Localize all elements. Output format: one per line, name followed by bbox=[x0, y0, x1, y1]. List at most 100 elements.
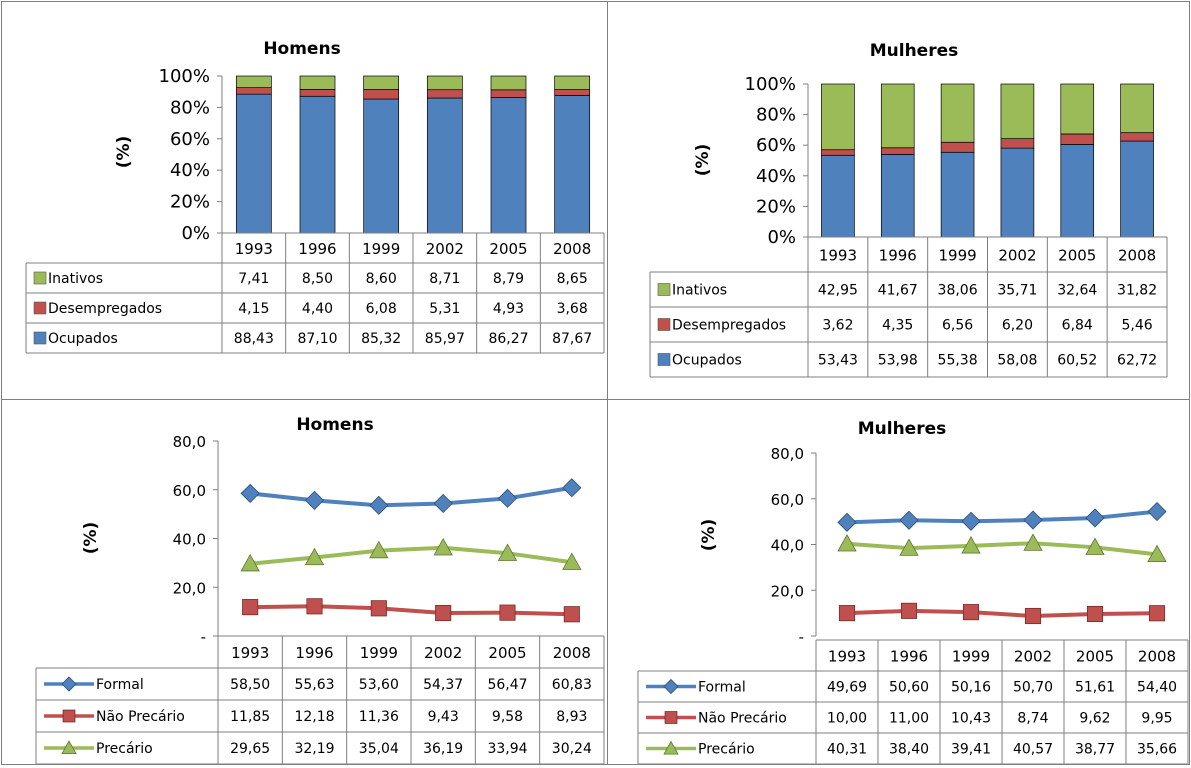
y-axis-label: (%) bbox=[693, 144, 713, 177]
table-cell-value: 55,38 bbox=[938, 353, 978, 369]
data-point-formal bbox=[304, 490, 325, 510]
y-tick-label: 0% bbox=[181, 223, 210, 244]
data-point-nao-precario bbox=[1086, 605, 1104, 623]
table-cell-value: 35,04 bbox=[359, 741, 399, 757]
legend-label-nao-precario: Não Precário bbox=[96, 709, 185, 725]
table-year-label: 2005 bbox=[488, 644, 526, 662]
bar-segment-ocupados bbox=[940, 151, 975, 238]
table-cell-value: 8,50 bbox=[302, 271, 333, 287]
table-cell-value: 9,62 bbox=[1079, 711, 1110, 727]
table-cell-value: 85,97 bbox=[425, 331, 465, 347]
table-cell-value: 5,31 bbox=[429, 301, 460, 317]
series-line-precario bbox=[249, 545, 573, 566]
data-point-formal bbox=[1085, 508, 1105, 528]
data-point-formal bbox=[240, 483, 260, 503]
chart-title: Mulheres bbox=[858, 419, 947, 439]
legend-key-desempregados bbox=[33, 301, 47, 315]
data-point-precario bbox=[1085, 537, 1105, 555]
data-point-precario bbox=[497, 543, 518, 561]
table-cell-value: 54,40 bbox=[1137, 680, 1177, 696]
table-cell-value: 55,63 bbox=[294, 677, 334, 693]
table-cell-value: 49,69 bbox=[827, 680, 867, 696]
bar-segment-desempregados bbox=[880, 147, 915, 155]
legend-key-inativos bbox=[657, 283, 671, 296]
legend-marker-nao-precario bbox=[664, 711, 678, 724]
table-cell-value: 53,60 bbox=[359, 677, 399, 693]
series-nao-precario bbox=[242, 598, 580, 623]
table-cell-value: 4,40 bbox=[302, 301, 333, 317]
legend-label-desempregados: Desempregados bbox=[48, 301, 162, 317]
legend-label-formal: Formal bbox=[96, 677, 144, 693]
table-cell-value: 40,31 bbox=[827, 742, 867, 758]
table-cell-value: 54,37 bbox=[423, 677, 463, 693]
data-point-nao-precario bbox=[900, 602, 918, 619]
bar-segment-inativos bbox=[299, 75, 336, 90]
table-cell-value: 86,27 bbox=[488, 331, 528, 347]
table-cell-value: 58,50 bbox=[230, 677, 270, 693]
data-point-nao-precario bbox=[435, 604, 452, 622]
table-cell-value: 85,32 bbox=[361, 331, 401, 347]
legend-marker-nao-precario bbox=[62, 709, 76, 723]
table-cell-value: 6,20 bbox=[1002, 318, 1033, 334]
data-point-formal bbox=[837, 512, 857, 532]
table-cell-value: 8,65 bbox=[557, 271, 588, 287]
table-cell-value: 5,46 bbox=[1121, 318, 1152, 334]
series-formal bbox=[837, 501, 1167, 532]
series-nao-precario bbox=[838, 602, 1166, 625]
y-tick-label: 60,0 bbox=[173, 482, 206, 500]
legend-label-desempregados: Desempregados bbox=[672, 318, 786, 334]
data-point-nao-precario bbox=[499, 604, 516, 621]
data-point-nao-precario bbox=[962, 604, 980, 621]
y-tick-label: 0% bbox=[767, 227, 796, 248]
data-point-precario bbox=[304, 547, 325, 566]
table-cell-value: 8,79 bbox=[493, 271, 524, 287]
table-cell-value: 35,66 bbox=[1137, 742, 1177, 758]
bar-segment-ocupados bbox=[490, 97, 527, 234]
legend-marker-formal bbox=[663, 678, 679, 695]
table-cell-value: 32,64 bbox=[1057, 283, 1097, 299]
data-point-formal bbox=[562, 478, 582, 498]
table-year-label: 2002 bbox=[1014, 648, 1052, 666]
table-cell-value: 50,16 bbox=[951, 680, 991, 696]
line-chart-svg: Homens (%) - 20,0 40,0 60,0 80,0 1993 1996 1999 20… bbox=[35, 415, 605, 765]
bar-segment-ocupados bbox=[426, 97, 463, 234]
bar-segment-desempregados bbox=[1060, 133, 1095, 145]
data-point-nao-precario bbox=[242, 599, 259, 616]
data-table: 1993 1996 1999 2002 2005 2008 Inativos 7,41 8,50… bbox=[25, 232, 605, 354]
table-cell-value: 8,71 bbox=[429, 271, 460, 287]
data-point-precario bbox=[961, 536, 981, 554]
data-point-precario bbox=[1147, 544, 1167, 563]
series-precario bbox=[240, 537, 582, 572]
bar-segment-desempregados bbox=[490, 89, 527, 98]
data-table: 1993 1996 1999 2002 2005 2008 Formal 58,50 55,63… bbox=[35, 635, 605, 765]
table-year-label: 2002 bbox=[424, 644, 462, 662]
data-point-nao-precario bbox=[838, 605, 856, 622]
table-cell-value: 60,52 bbox=[1057, 353, 1097, 369]
table-cell-value: 4,35 bbox=[882, 318, 913, 334]
table-cell-value: 41,67 bbox=[878, 283, 918, 299]
bar-segment-desempregados bbox=[1000, 138, 1035, 149]
bar-segment-inativos bbox=[490, 75, 527, 91]
bars-group bbox=[821, 83, 1154, 238]
y-tick-label: 20,0 bbox=[173, 579, 206, 597]
data-point-formal bbox=[369, 495, 389, 515]
table-cell-value: 58,08 bbox=[997, 353, 1037, 369]
data-point-formal bbox=[433, 493, 453, 514]
y-axis-label: (%) bbox=[114, 136, 134, 169]
table-cell-value: 39,41 bbox=[951, 742, 991, 758]
data-point-formal bbox=[961, 511, 981, 531]
chart-panel-mulheres-precarity: Mulheres (%) - 20,0 40,0 60,0 80,0 1993 1996 1999… bbox=[607, 399, 1190, 765]
y-tick-label: 60,0 bbox=[771, 491, 804, 509]
bars-group bbox=[235, 75, 591, 234]
y-tick-label: 40,0 bbox=[173, 531, 206, 549]
legend-marker-formal bbox=[61, 676, 77, 692]
legend-label-nao-precario: Não Precário bbox=[698, 711, 787, 727]
y-tick-label: 100% bbox=[745, 74, 796, 95]
data-table: 1993 1996 1999 2002 2005 2008 Formal 49,69 50,60… bbox=[637, 639, 1189, 765]
data-point-precario bbox=[240, 553, 260, 572]
table-year-label: 1999 bbox=[360, 644, 398, 662]
table-year-label: 1996 bbox=[298, 240, 336, 258]
table-year-label: 2002 bbox=[426, 240, 464, 258]
table-cell-value: 56,47 bbox=[487, 677, 527, 693]
table-year-label: 2008 bbox=[1138, 648, 1176, 666]
